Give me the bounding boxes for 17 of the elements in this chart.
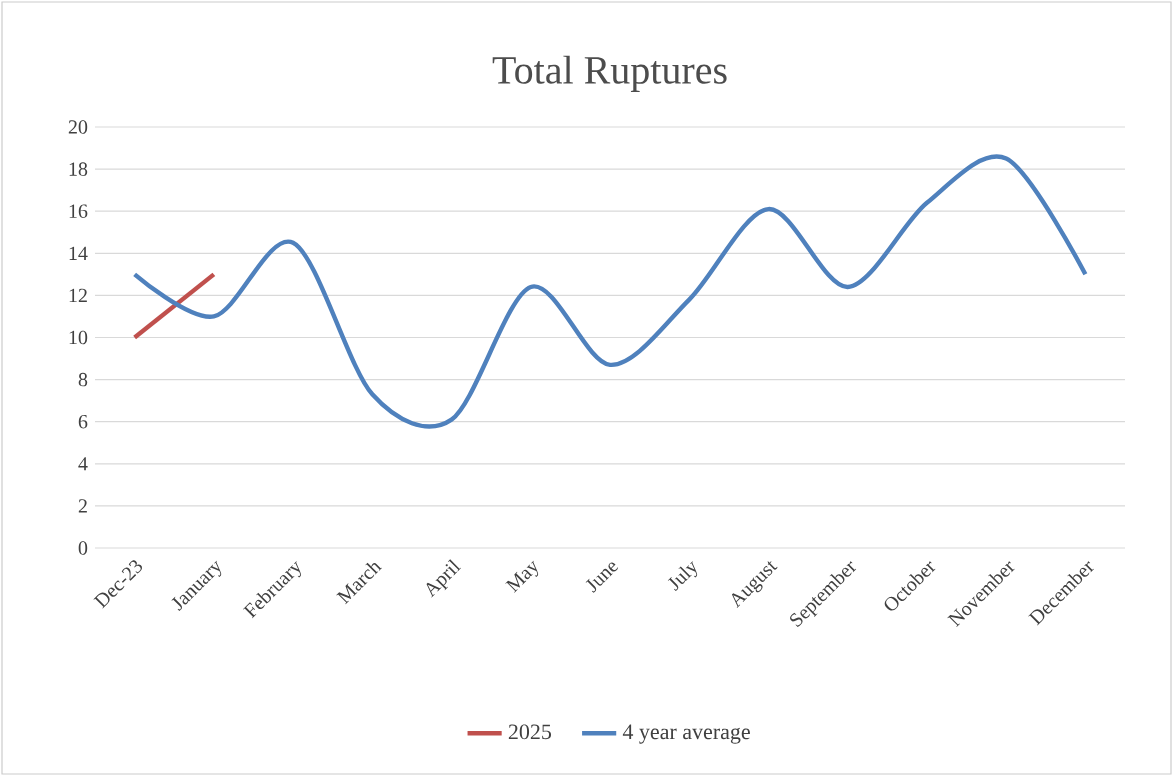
chart-title: Total Ruptures (492, 55, 727, 92)
x-tick-label: July (667, 561, 698, 592)
y-tick-label: 6 (78, 414, 88, 429)
x-tick-label: May (505, 560, 539, 593)
y-tick-label: 8 (78, 372, 88, 387)
y-tick-label: 10 (69, 330, 88, 345)
y-tick-label: 16 (69, 204, 88, 218)
y-tick-label: 12 (69, 288, 87, 303)
legend-label: 2025 (508, 724, 552, 740)
y-tick-label: 0 (78, 541, 88, 555)
y-tick-label: 18 (69, 162, 88, 176)
y-tick-label: 2 (78, 499, 87, 513)
y-tick-label: 14 (69, 246, 88, 260)
x-tick-label: June (585, 562, 619, 593)
y-tick-label: 20 (68, 120, 88, 134)
legend-label: 4 year average (622, 724, 750, 744)
y-tick-label: 4 (78, 457, 88, 471)
